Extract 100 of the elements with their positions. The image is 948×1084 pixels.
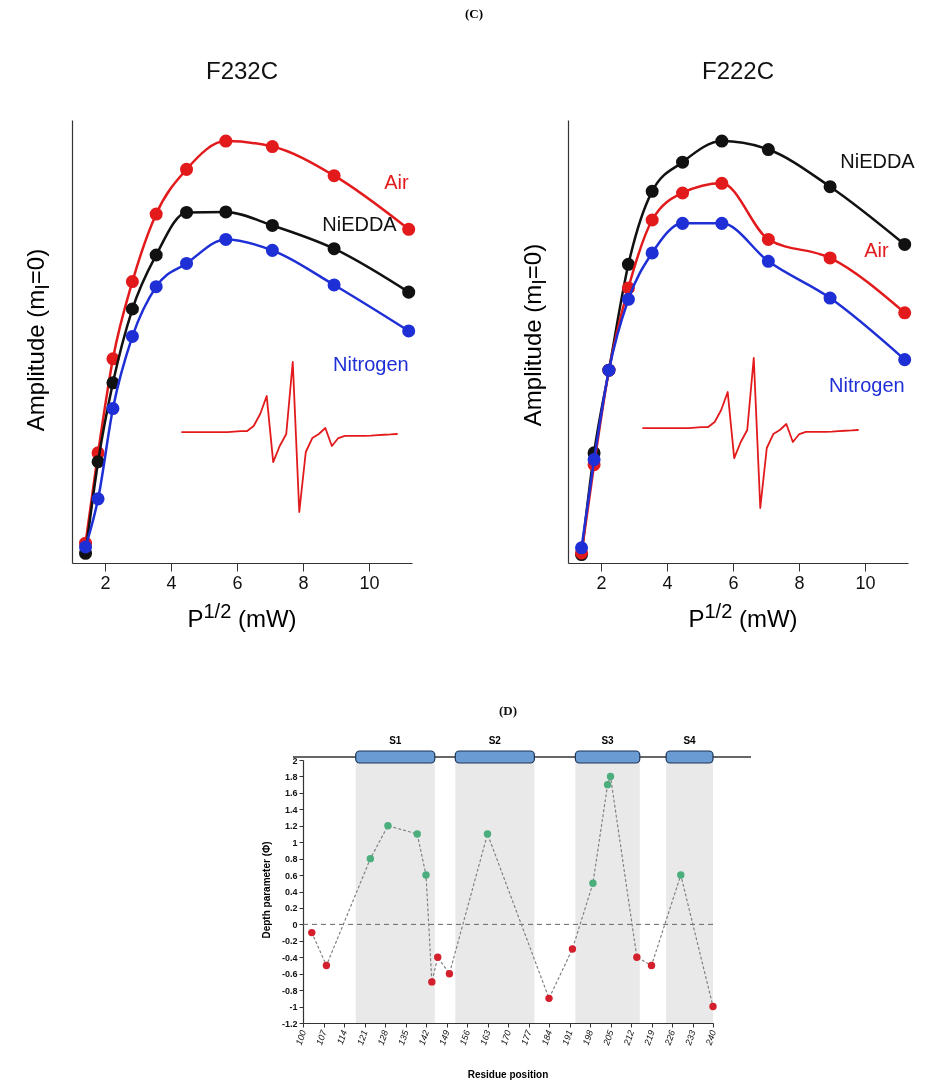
- point: [219, 232, 233, 246]
- y-tick-label: 0: [292, 919, 298, 930]
- y-tick-label: -0.6: [281, 969, 298, 980]
- y-tick-label: 0.2: [284, 903, 298, 914]
- point: [715, 216, 729, 230]
- x-tick-label: 100: [293, 1028, 309, 1047]
- x-axis-title: P$^{1/2}$ (mW): [688, 599, 798, 633]
- point: [413, 830, 421, 838]
- point: [265, 140, 279, 154]
- band-label: S4: [683, 735, 697, 746]
- point: [823, 251, 837, 265]
- x-tick-label: 10: [359, 572, 380, 593]
- y-tick-label: 1.4: [284, 804, 298, 815]
- point: [606, 772, 615, 781]
- point: [483, 830, 492, 838]
- band-label: S3: [601, 735, 615, 746]
- point: [823, 180, 837, 194]
- x-tick-label: 198: [580, 1028, 596, 1047]
- x-tick-label: 156: [457, 1028, 473, 1047]
- point: [715, 134, 729, 148]
- point: [402, 222, 416, 236]
- point: [898, 237, 912, 251]
- series-label: NiEDDA: [840, 150, 916, 173]
- x-tick-label: 2: [596, 572, 607, 593]
- point: [709, 1002, 717, 1011]
- x-tick-label: 205: [600, 1027, 617, 1048]
- x-tick-label: 8: [794, 572, 805, 593]
- x-tick-label: 6: [232, 572, 243, 593]
- x-tick-label: 10: [855, 572, 876, 593]
- point: [647, 961, 656, 970]
- point: [898, 353, 912, 367]
- point: [603, 780, 612, 789]
- y-tick-label: 1: [292, 837, 298, 848]
- x-tick-label: 8: [298, 572, 309, 593]
- x-tick-label: 128: [375, 1028, 391, 1047]
- point: [676, 155, 690, 169]
- series-label: Nitrogen: [333, 352, 409, 375]
- x-tick-label: 163: [478, 1028, 493, 1047]
- y-tick-label: 2: [292, 755, 298, 766]
- y-tick-label: 1.2: [284, 821, 298, 832]
- point: [823, 291, 837, 305]
- series-label: Air: [864, 238, 890, 261]
- y-tick-label: 0.8: [284, 854, 298, 865]
- band-label: S2: [488, 735, 502, 746]
- series-label: NiEDDA: [322, 213, 398, 236]
- chart-title: (D): [498, 703, 518, 718]
- point: [621, 257, 635, 271]
- point: [761, 232, 775, 246]
- chart-title: F222C: [701, 57, 775, 84]
- text: (C): [464, 6, 484, 22]
- point: [79, 540, 93, 554]
- point: [633, 953, 641, 961]
- y-tick-label: -1: [289, 1002, 298, 1013]
- x-tick-label: 4: [662, 572, 673, 593]
- point: [568, 945, 577, 953]
- series-label: Nitrogen: [829, 373, 905, 396]
- point: [621, 292, 635, 306]
- point: [545, 994, 553, 1003]
- point: [125, 302, 139, 316]
- point: [308, 928, 316, 937]
- point: [589, 879, 597, 887]
- point: [676, 216, 690, 230]
- x-tick-label: 177: [519, 1027, 535, 1047]
- point: [761, 143, 775, 157]
- point: [898, 306, 912, 320]
- point: [445, 969, 454, 978]
- point: [575, 541, 589, 555]
- x-tick-label: 4: [166, 572, 177, 593]
- point: [149, 280, 163, 294]
- point: [322, 961, 331, 970]
- point: [677, 871, 685, 879]
- x-axis-title: Residue position: [467, 1068, 549, 1080]
- point: [384, 822, 392, 830]
- point: [125, 275, 139, 289]
- y-tick-label: -0.4: [281, 952, 298, 963]
- point: [327, 169, 341, 183]
- point: [180, 162, 194, 176]
- point: [219, 134, 233, 148]
- y-tick-label: 1.6: [284, 788, 298, 799]
- x-tick-label: 170: [498, 1028, 514, 1047]
- point: [327, 242, 341, 256]
- chart-title: F232C: [205, 57, 279, 84]
- x-tick-label: 191: [560, 1028, 575, 1047]
- point: [402, 285, 416, 299]
- y-tick-label: 0.6: [284, 870, 298, 881]
- x-tick-label: 233: [682, 1028, 698, 1048]
- y-tick-label: -0.8: [281, 985, 298, 996]
- point: [366, 854, 375, 863]
- point: [149, 207, 163, 221]
- point: [434, 953, 442, 961]
- point: [106, 402, 120, 416]
- point: [180, 205, 194, 219]
- x-tick-label: 226: [662, 1028, 678, 1048]
- band-label: S1: [389, 735, 402, 746]
- x-tick-label: 240: [703, 1028, 719, 1048]
- point: [327, 278, 341, 292]
- x-tick-label: 121: [355, 1028, 370, 1047]
- point: [676, 186, 690, 200]
- point: [587, 453, 601, 467]
- x-tick-label: 219: [641, 1028, 657, 1048]
